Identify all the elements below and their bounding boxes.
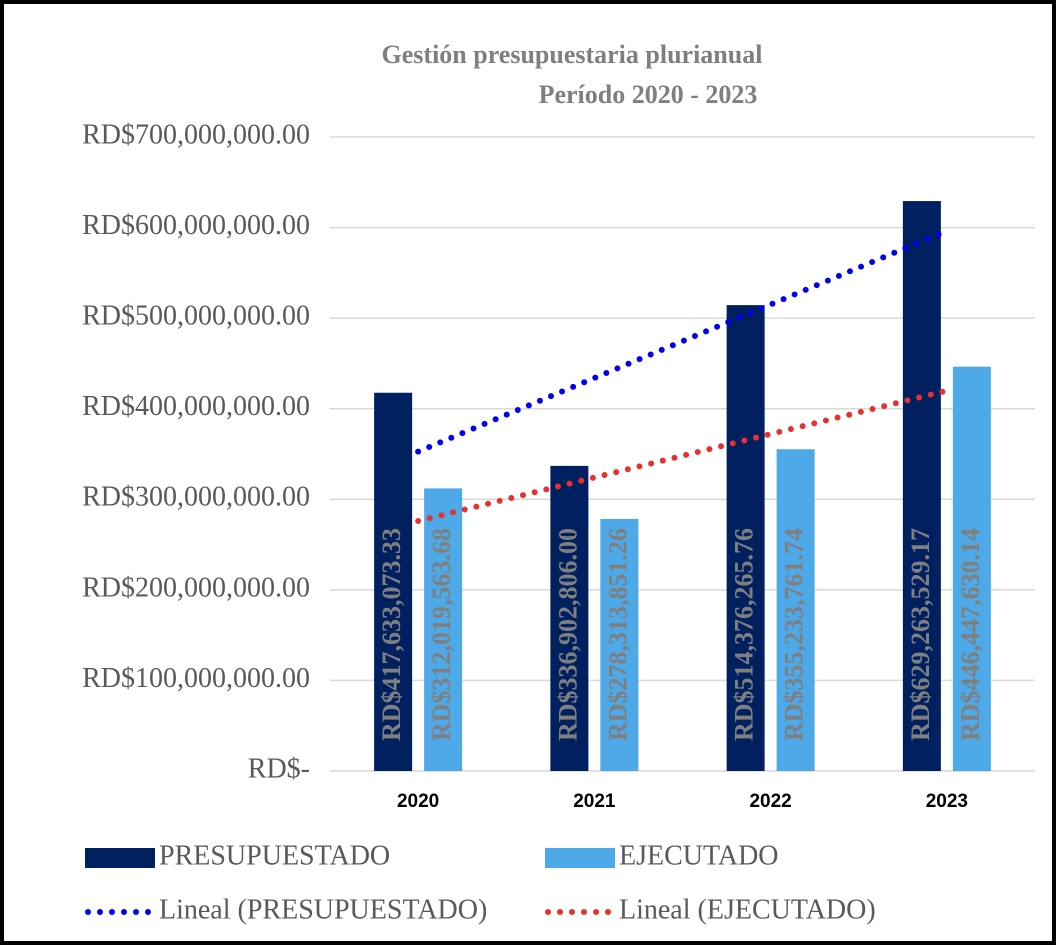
legend-label: Lineal (EJECUTADO) <box>619 894 876 925</box>
bar <box>374 392 413 771</box>
trend-line <box>415 387 950 525</box>
y-tick-label: RD$100,000,000.00 <box>82 663 310 694</box>
x-tick-label: 2022 <box>749 791 791 812</box>
x-tick-label: 2021 <box>573 791 616 812</box>
y-tick-label: RD$500,000,000.00 <box>82 301 310 332</box>
chart-title: Gestión presupuestaria plurianual <box>382 40 763 69</box>
bar <box>776 449 815 771</box>
bar <box>726 305 765 771</box>
legend-swatch <box>85 848 155 868</box>
bar <box>952 366 991 771</box>
bar <box>424 488 463 771</box>
data-label: RD$629,263,529.17 <box>906 528 935 741</box>
trend-line <box>415 227 950 455</box>
legend-swatch <box>545 848 615 868</box>
bar <box>600 518 639 771</box>
y-tick-label: RD$400,000,000.00 <box>82 391 310 422</box>
y-tick-label: RD$300,000,000.00 <box>82 482 310 513</box>
data-label: RD$278,313,851.26 <box>603 528 632 741</box>
x-tick-label: 2020 <box>397 791 439 812</box>
y-tick-label: RD$600,000,000.00 <box>82 210 310 241</box>
x-tick-label: 2023 <box>926 791 968 812</box>
y-tick-label: RD$200,000,000.00 <box>82 572 310 603</box>
data-label: RD$417,633,073.33 <box>377 528 406 741</box>
data-label: RD$514,376,265.76 <box>730 528 759 741</box>
legend-label: Lineal (PRESUPUESTADO) <box>159 894 487 925</box>
y-tick-label: RD$- <box>248 753 310 784</box>
chart-subtitle: Período 2020 - 2023 <box>539 80 758 109</box>
y-tick-label: RD$700,000,000.00 <box>82 119 310 150</box>
legend-label: EJECUTADO <box>619 840 779 871</box>
bar <box>550 465 589 771</box>
legend-label: PRESUPUESTADO <box>159 840 390 871</box>
data-label: RD$355,233,761.74 <box>780 528 809 741</box>
data-label: RD$336,902,806.00 <box>553 528 582 741</box>
data-label: RD$312,019,563.68 <box>427 528 456 741</box>
data-label: RD$446,447,630.14 <box>956 528 985 741</box>
bar <box>902 201 941 772</box>
